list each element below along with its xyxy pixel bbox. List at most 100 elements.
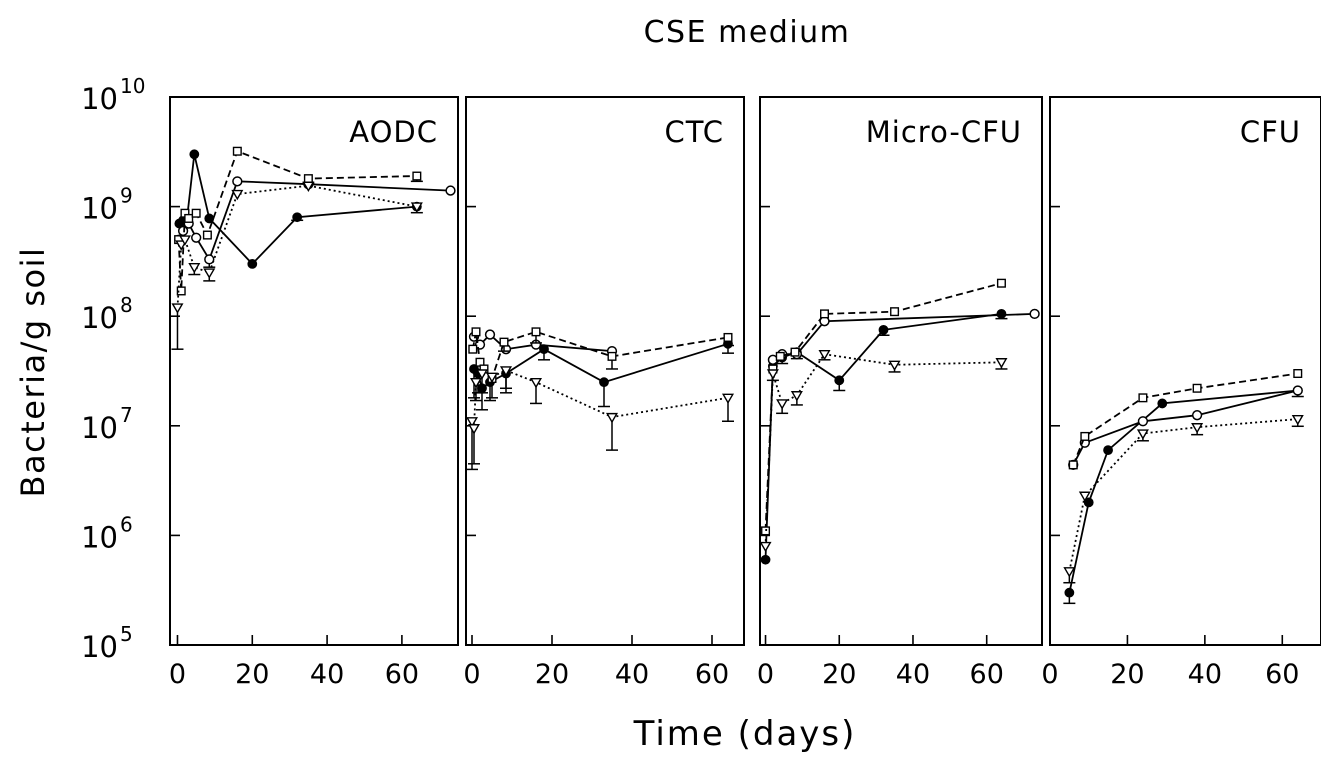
y-tick-label: 10 6 bbox=[81, 512, 133, 554]
marker-open-square bbox=[1192, 383, 1202, 393]
y-tick-base: 10 bbox=[81, 411, 118, 445]
marker-open-triangle-down bbox=[1136, 429, 1149, 440]
marker-filled-circle bbox=[204, 213, 215, 224]
series-line bbox=[764, 282, 1002, 531]
marker-filled-circle bbox=[189, 149, 200, 160]
marker-open-circle bbox=[204, 254, 215, 265]
marker-open-circle bbox=[1137, 416, 1149, 427]
marker-open-triangle-down bbox=[203, 268, 216, 279]
marker-open-triangle-down bbox=[499, 366, 513, 377]
chart-title: CSE medium bbox=[644, 15, 851, 50]
marker-open-square bbox=[790, 347, 800, 357]
marker-open-square bbox=[607, 351, 617, 361]
series-line bbox=[764, 353, 1002, 547]
marker-filled-circle bbox=[247, 259, 258, 269]
series-line bbox=[178, 154, 417, 266]
marker-open-triangle-down bbox=[818, 350, 831, 361]
series-3 bbox=[1063, 414, 1304, 584]
marker-open-square bbox=[303, 174, 313, 184]
panel-title: AODC bbox=[349, 115, 438, 149]
series-3 bbox=[171, 181, 423, 350]
marker-open-triangle-down bbox=[188, 262, 201, 274]
marker-open-square bbox=[723, 332, 733, 342]
marker-open-triangle-down bbox=[410, 202, 423, 213]
series-line bbox=[176, 184, 418, 308]
series-line bbox=[1068, 389, 1298, 593]
marker-filled-circle bbox=[996, 308, 1007, 319]
marker-open-triangle-down bbox=[995, 358, 1008, 369]
panel-frame bbox=[759, 96, 1043, 646]
marker-open-square bbox=[1138, 393, 1148, 403]
panel-title: Micro-CFU bbox=[866, 115, 1022, 149]
panel-frame bbox=[169, 96, 459, 646]
marker-open-triangle-down bbox=[766, 369, 779, 380]
marker-open-circle bbox=[1029, 308, 1040, 320]
y-tick-exponent: 7 bbox=[120, 403, 133, 427]
marker-filled-circle bbox=[1157, 398, 1168, 409]
panel-1: CTC 0 20 40 60 bbox=[463, 96, 745, 690]
x-tick-label: 0 bbox=[169, 659, 186, 690]
x-tick-label: 20 bbox=[235, 659, 269, 690]
marker-open-triangle-down bbox=[178, 235, 191, 246]
x-tick-label: 0 bbox=[463, 659, 480, 690]
marker-open-triangle-down bbox=[1063, 567, 1076, 578]
marker-open-square bbox=[202, 230, 212, 240]
x-tick-label: 60 bbox=[695, 659, 729, 690]
x-tick-label: 40 bbox=[615, 659, 649, 690]
x-tick-label: 60 bbox=[385, 659, 419, 690]
y-tick-base: 10 bbox=[81, 301, 118, 335]
marker-open-triangle-down bbox=[469, 377, 483, 389]
marker-open-circle bbox=[232, 176, 243, 187]
x-axis-label: Time (days) bbox=[633, 714, 857, 754]
marker-open-triangle-down bbox=[1078, 491, 1091, 502]
marker-open-square bbox=[232, 146, 242, 156]
series-line bbox=[772, 313, 1035, 361]
panel-title: CFU bbox=[1240, 115, 1301, 149]
marker-open-circle bbox=[484, 329, 496, 340]
series-0 bbox=[1063, 385, 1304, 605]
series-line bbox=[1068, 418, 1298, 572]
y-tick-exponent: 10 bbox=[120, 74, 145, 98]
marker-open-triangle-down bbox=[759, 541, 772, 553]
marker-open-triangle-down bbox=[721, 393, 735, 405]
marker-open-square bbox=[412, 171, 422, 181]
y-tick-base: 10 bbox=[81, 520, 118, 554]
marker-filled-circle bbox=[292, 212, 303, 223]
x-tick-label: 0 bbox=[1041, 659, 1058, 690]
x-tick-label: 60 bbox=[970, 659, 1004, 690]
marker-open-triangle-down bbox=[605, 412, 619, 424]
marker-open-triangle-down bbox=[171, 303, 184, 314]
marker-open-square bbox=[191, 208, 201, 218]
marker-filled-circle bbox=[1064, 587, 1075, 598]
panel-frame bbox=[1049, 96, 1321, 646]
marker-open-square bbox=[471, 327, 481, 337]
panel-3: CFU 0 20 40 60 bbox=[1041, 96, 1321, 690]
marker-open-triangle-down bbox=[302, 181, 315, 192]
marker-open-square bbox=[1068, 460, 1078, 470]
y-tick-label: 10 5 bbox=[81, 622, 133, 664]
marker-open-square bbox=[176, 286, 186, 296]
x-tick-label: 0 bbox=[757, 659, 774, 690]
marker-open-square bbox=[996, 278, 1006, 288]
marker-open-triangle-down bbox=[776, 399, 789, 410]
series-3 bbox=[759, 350, 1008, 553]
series-line bbox=[178, 180, 451, 262]
panel-2: Micro-CFU 0 20 40 60 bbox=[757, 96, 1043, 690]
marker-open-triangle-down bbox=[790, 391, 803, 402]
marker-open-square bbox=[531, 327, 541, 337]
marker-open-triangle-down bbox=[467, 424, 481, 435]
marker-open-square bbox=[890, 307, 900, 317]
marker-filled-circle bbox=[878, 324, 889, 335]
marker-open-circle bbox=[445, 185, 456, 196]
y-tick-label: 10 8 bbox=[81, 293, 133, 335]
marker-open-triangle-down bbox=[465, 417, 479, 428]
series-3 bbox=[465, 366, 735, 471]
marker-open-circle bbox=[1292, 385, 1303, 396]
marker-open-square bbox=[775, 351, 785, 361]
y-tick-label: 10 10 bbox=[81, 74, 145, 116]
marker-open-square bbox=[1080, 431, 1090, 441]
marker-open-square bbox=[499, 337, 509, 347]
